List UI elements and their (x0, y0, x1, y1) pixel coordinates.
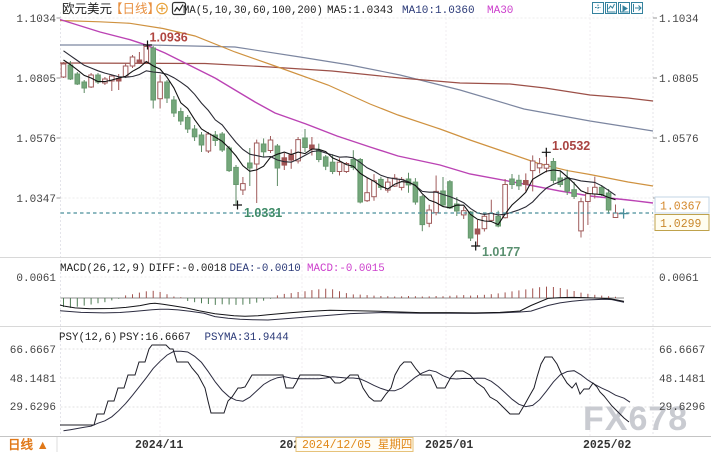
svg-text:2024/11: 2024/11 (135, 439, 183, 452)
svg-text:2024/12/05 星期四: 2024/12/05 星期四 (302, 438, 412, 452)
svg-text:MA(5,10,30,60,100,200): MA(5,10,30,60,100,200) (183, 5, 323, 17)
svg-text:PSY:16.6667: PSY:16.6667 (120, 332, 191, 344)
svg-text:1.0347: 1.0347 (16, 194, 56, 206)
svg-text:PSYMA:31.9444: PSYMA:31.9444 (205, 332, 289, 344)
svg-text:2025/01: 2025/01 (425, 439, 473, 452)
svg-text:48.1481: 48.1481 (10, 374, 57, 386)
svg-text:MA5:1.0343: MA5:1.0343 (327, 5, 393, 17)
svg-text:1.0532: 1.0532 (552, 139, 590, 153)
svg-text:欧元美元: 欧元美元 (62, 2, 112, 16)
svg-text:1.0805: 1.0805 (659, 74, 699, 86)
svg-text:0.0061: 0.0061 (659, 273, 699, 285)
svg-text:1.0576: 1.0576 (16, 134, 56, 146)
svg-text:2025/02: 2025/02 (583, 439, 631, 452)
svg-text:66.6667: 66.6667 (659, 345, 705, 357)
svg-text:MACD(26,12,9): MACD(26,12,9) (60, 263, 146, 275)
svg-text:1.0299: 1.0299 (660, 218, 702, 231)
svg-text:0.0061: 0.0061 (16, 273, 56, 285)
svg-text:1.0331: 1.0331 (244, 206, 282, 220)
svg-text:FX678: FX678 (583, 400, 688, 438)
svg-text:1.1034: 1.1034 (16, 14, 56, 26)
svg-text:66.6667: 66.6667 (10, 345, 56, 357)
svg-text:1.0576: 1.0576 (659, 134, 699, 146)
svg-text:【日线】: 【日线】 (110, 2, 160, 16)
svg-text:PSY(12,6): PSY(12,6) (59, 332, 117, 344)
svg-text:1.0936: 1.0936 (150, 31, 188, 45)
svg-text:1.1034: 1.1034 (659, 14, 699, 26)
svg-text:MA10:1.0360: MA10:1.0360 (402, 5, 475, 17)
svg-text:DIFF:-0.0018: DIFF:-0.0018 (149, 263, 227, 275)
svg-text:1.0367: 1.0367 (660, 201, 701, 214)
svg-text:日线 ▲: 日线 ▲ (8, 437, 49, 452)
svg-text:1.0805: 1.0805 (16, 74, 56, 86)
svg-text:29.6296: 29.6296 (659, 402, 705, 414)
svg-text:DEA:-0.0010: DEA:-0.0010 (230, 263, 301, 275)
svg-text:1.0177: 1.0177 (482, 245, 520, 259)
svg-text:48.1481: 48.1481 (659, 374, 706, 386)
svg-text:29.6296: 29.6296 (10, 402, 56, 414)
svg-text:MACD:-0.0015: MACD:-0.0015 (307, 263, 385, 275)
svg-text:MA30: MA30 (487, 5, 513, 17)
